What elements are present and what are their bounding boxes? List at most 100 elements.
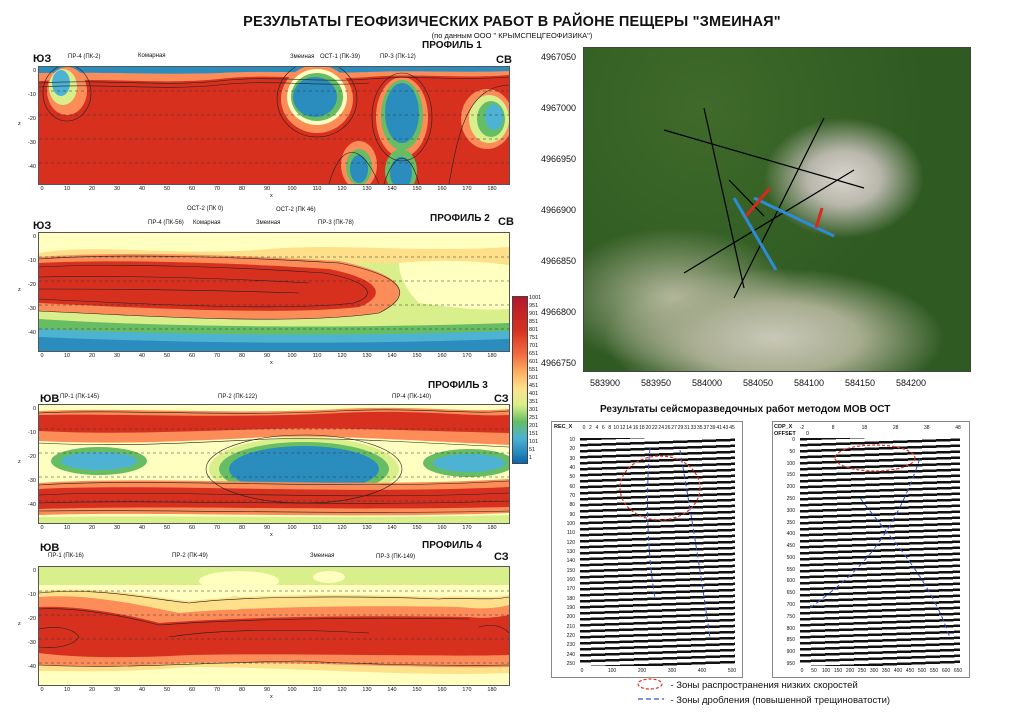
seismic-right-bottom-tick: 0 xyxy=(800,668,804,674)
profile-1-marker: Змеиная xyxy=(290,54,315,60)
x-tick-label: 110 xyxy=(312,353,322,359)
z-tick-label: -20 xyxy=(28,454,36,460)
x-tick-label: 160 xyxy=(437,525,447,531)
profile-2-marker: Комарная xyxy=(193,220,221,226)
z-tick-label: -10 xyxy=(28,430,36,436)
seismic-right-bottom-tick: 550 xyxy=(929,668,939,674)
x-tick-label: 80 xyxy=(238,353,246,359)
map-x-label: 584000 xyxy=(691,378,723,388)
seismic-left-bottom-tick: 0 xyxy=(580,668,584,674)
x-tick-label: 180 xyxy=(487,525,497,531)
x-tick-label: 30 xyxy=(113,525,121,531)
x-tick-label: 80 xyxy=(238,525,246,531)
seismic-left-y-tick: 50 xyxy=(569,474,575,481)
seismic-right-top-tick: -2 xyxy=(799,425,805,431)
seismic-right-top-tick: 8 xyxy=(831,425,835,431)
x-tick-label: 80 xyxy=(238,186,246,192)
seismic-left-y-tick: 100 xyxy=(566,521,575,527)
colorbar-label: 201 xyxy=(529,423,539,429)
profile-line xyxy=(728,179,765,217)
profile-3-section xyxy=(38,404,510,524)
profile-2-marker: ОСТ-2 (ПК 0) xyxy=(187,206,224,212)
seismic-left-y-tick: 220 xyxy=(566,633,575,639)
seismic-right-bottom-tick: 300 xyxy=(869,668,879,674)
seismic-left-bottom-tick: 100 xyxy=(607,668,617,674)
z-tick-label: -40 xyxy=(28,164,36,170)
seismic-left-top-tick: 33 xyxy=(690,425,697,431)
x-tick-label: 40 xyxy=(138,186,146,192)
x-tick-label: 40 xyxy=(138,687,146,693)
x-tick-label: 30 xyxy=(113,353,121,359)
x-tick-label: 150 xyxy=(412,687,422,693)
x-tick-label: 170 xyxy=(462,353,472,359)
x-tick-label: 30 xyxy=(113,186,121,192)
x-tick-label: 0 xyxy=(40,687,44,693)
z-axis-label: z xyxy=(18,459,21,465)
seismic-right-bottom-tick: 350 xyxy=(881,668,891,674)
profile-1-marker: ПР-3 (ПК-12) xyxy=(380,54,416,60)
seismic-left-y-tick: 180 xyxy=(566,595,575,602)
legend-item-low-velocity: - Зоны распространения низких скоростей xyxy=(636,675,858,693)
map-y-label: 4966750 xyxy=(540,358,576,368)
seismic-left-y-tick: 230 xyxy=(566,642,575,649)
colorbar-label: 901 xyxy=(529,311,539,317)
seismic-left-top-tick: 18 xyxy=(639,425,645,431)
x-tick-label: 70 xyxy=(213,525,221,531)
profile-3-title: ПРОФИЛЬ 3 xyxy=(428,380,488,391)
seismic-right-bottom-tick: 600 xyxy=(941,668,951,674)
legend-item-fracture: - Зоны дробления (повышенной трещиновато… xyxy=(636,690,890,708)
seismic-right-y-tick: 50 xyxy=(789,448,795,455)
x-tick-label: 0 xyxy=(40,186,44,192)
z-tick-label: -40 xyxy=(28,502,36,508)
x-tick-label: 20 xyxy=(88,687,96,693)
profile-line xyxy=(663,129,865,189)
seismic-left-bottom-tick: 200 xyxy=(637,668,647,674)
seismic-right-top-tick: 48 xyxy=(955,425,961,431)
z-tick-label: 0 xyxy=(32,406,36,412)
profile-line xyxy=(703,107,745,289)
x-tick-label: 70 xyxy=(213,186,221,192)
x-tick-label: 170 xyxy=(462,186,472,192)
x-tick-label: 10 xyxy=(63,186,71,192)
profile-line xyxy=(683,169,855,274)
x-tick-label: 60 xyxy=(188,525,196,531)
seismic-right-y-tick: 350 xyxy=(786,519,795,526)
map-x-label: 583900 xyxy=(589,378,621,388)
colorbar-label: 501 xyxy=(529,375,539,381)
seismic-left-y-tick: 40 xyxy=(569,465,575,471)
profile-1-contour-map xyxy=(39,67,509,184)
satellite-map xyxy=(583,47,971,372)
profile-1-marker: ПР-4 (ПК-2) xyxy=(68,54,101,60)
blue-dash-icon xyxy=(638,698,664,700)
x-tick-label: 180 xyxy=(487,353,497,359)
seismic-annotations-left xyxy=(619,447,711,639)
x-tick-label: 140 xyxy=(387,525,397,531)
seismic-right-y-tick: 150 xyxy=(786,472,795,479)
colorbar-label: 451 xyxy=(529,383,539,389)
profile-4-right-direction: СЗ xyxy=(494,551,509,563)
x-tick-label: 150 xyxy=(412,353,422,359)
colorbar-label: 701 xyxy=(529,343,539,349)
seismic-right-y-tick: 650 xyxy=(786,590,795,597)
x-tick-label: 100 xyxy=(287,186,297,192)
colorbar-label: 751 xyxy=(529,335,539,341)
map-x-label: 584050 xyxy=(742,378,774,388)
z-tick-label: -20 xyxy=(28,282,36,288)
colorbar-label: 1001 xyxy=(529,295,542,301)
profile-2-marker: Змеиная xyxy=(256,220,281,226)
z-tick-label: -20 xyxy=(28,116,36,122)
seismic-left-top-tick: 16 xyxy=(632,425,639,431)
seismic-left-top-tick: 26 xyxy=(664,425,671,431)
profile-2-left-direction: ЮЗ xyxy=(33,220,52,232)
seismic-right-y-tick: 550 xyxy=(786,566,795,573)
x-tick-label: 120 xyxy=(337,687,347,693)
seismic-left-top-tick: 27 xyxy=(671,425,677,431)
seismic-right-top-tick: 28 xyxy=(892,425,899,431)
z-tick-label: -20 xyxy=(28,616,36,622)
profile-2-right-direction: СВ xyxy=(498,216,514,228)
x-tick-label: 90 xyxy=(263,687,271,693)
profile-1-right-direction: СВ xyxy=(496,54,512,66)
seismic-left-top-tick: 12 xyxy=(619,425,626,431)
colorbar-label: 651 xyxy=(529,351,539,357)
seismic-left-top-tick: 45 xyxy=(729,425,735,431)
